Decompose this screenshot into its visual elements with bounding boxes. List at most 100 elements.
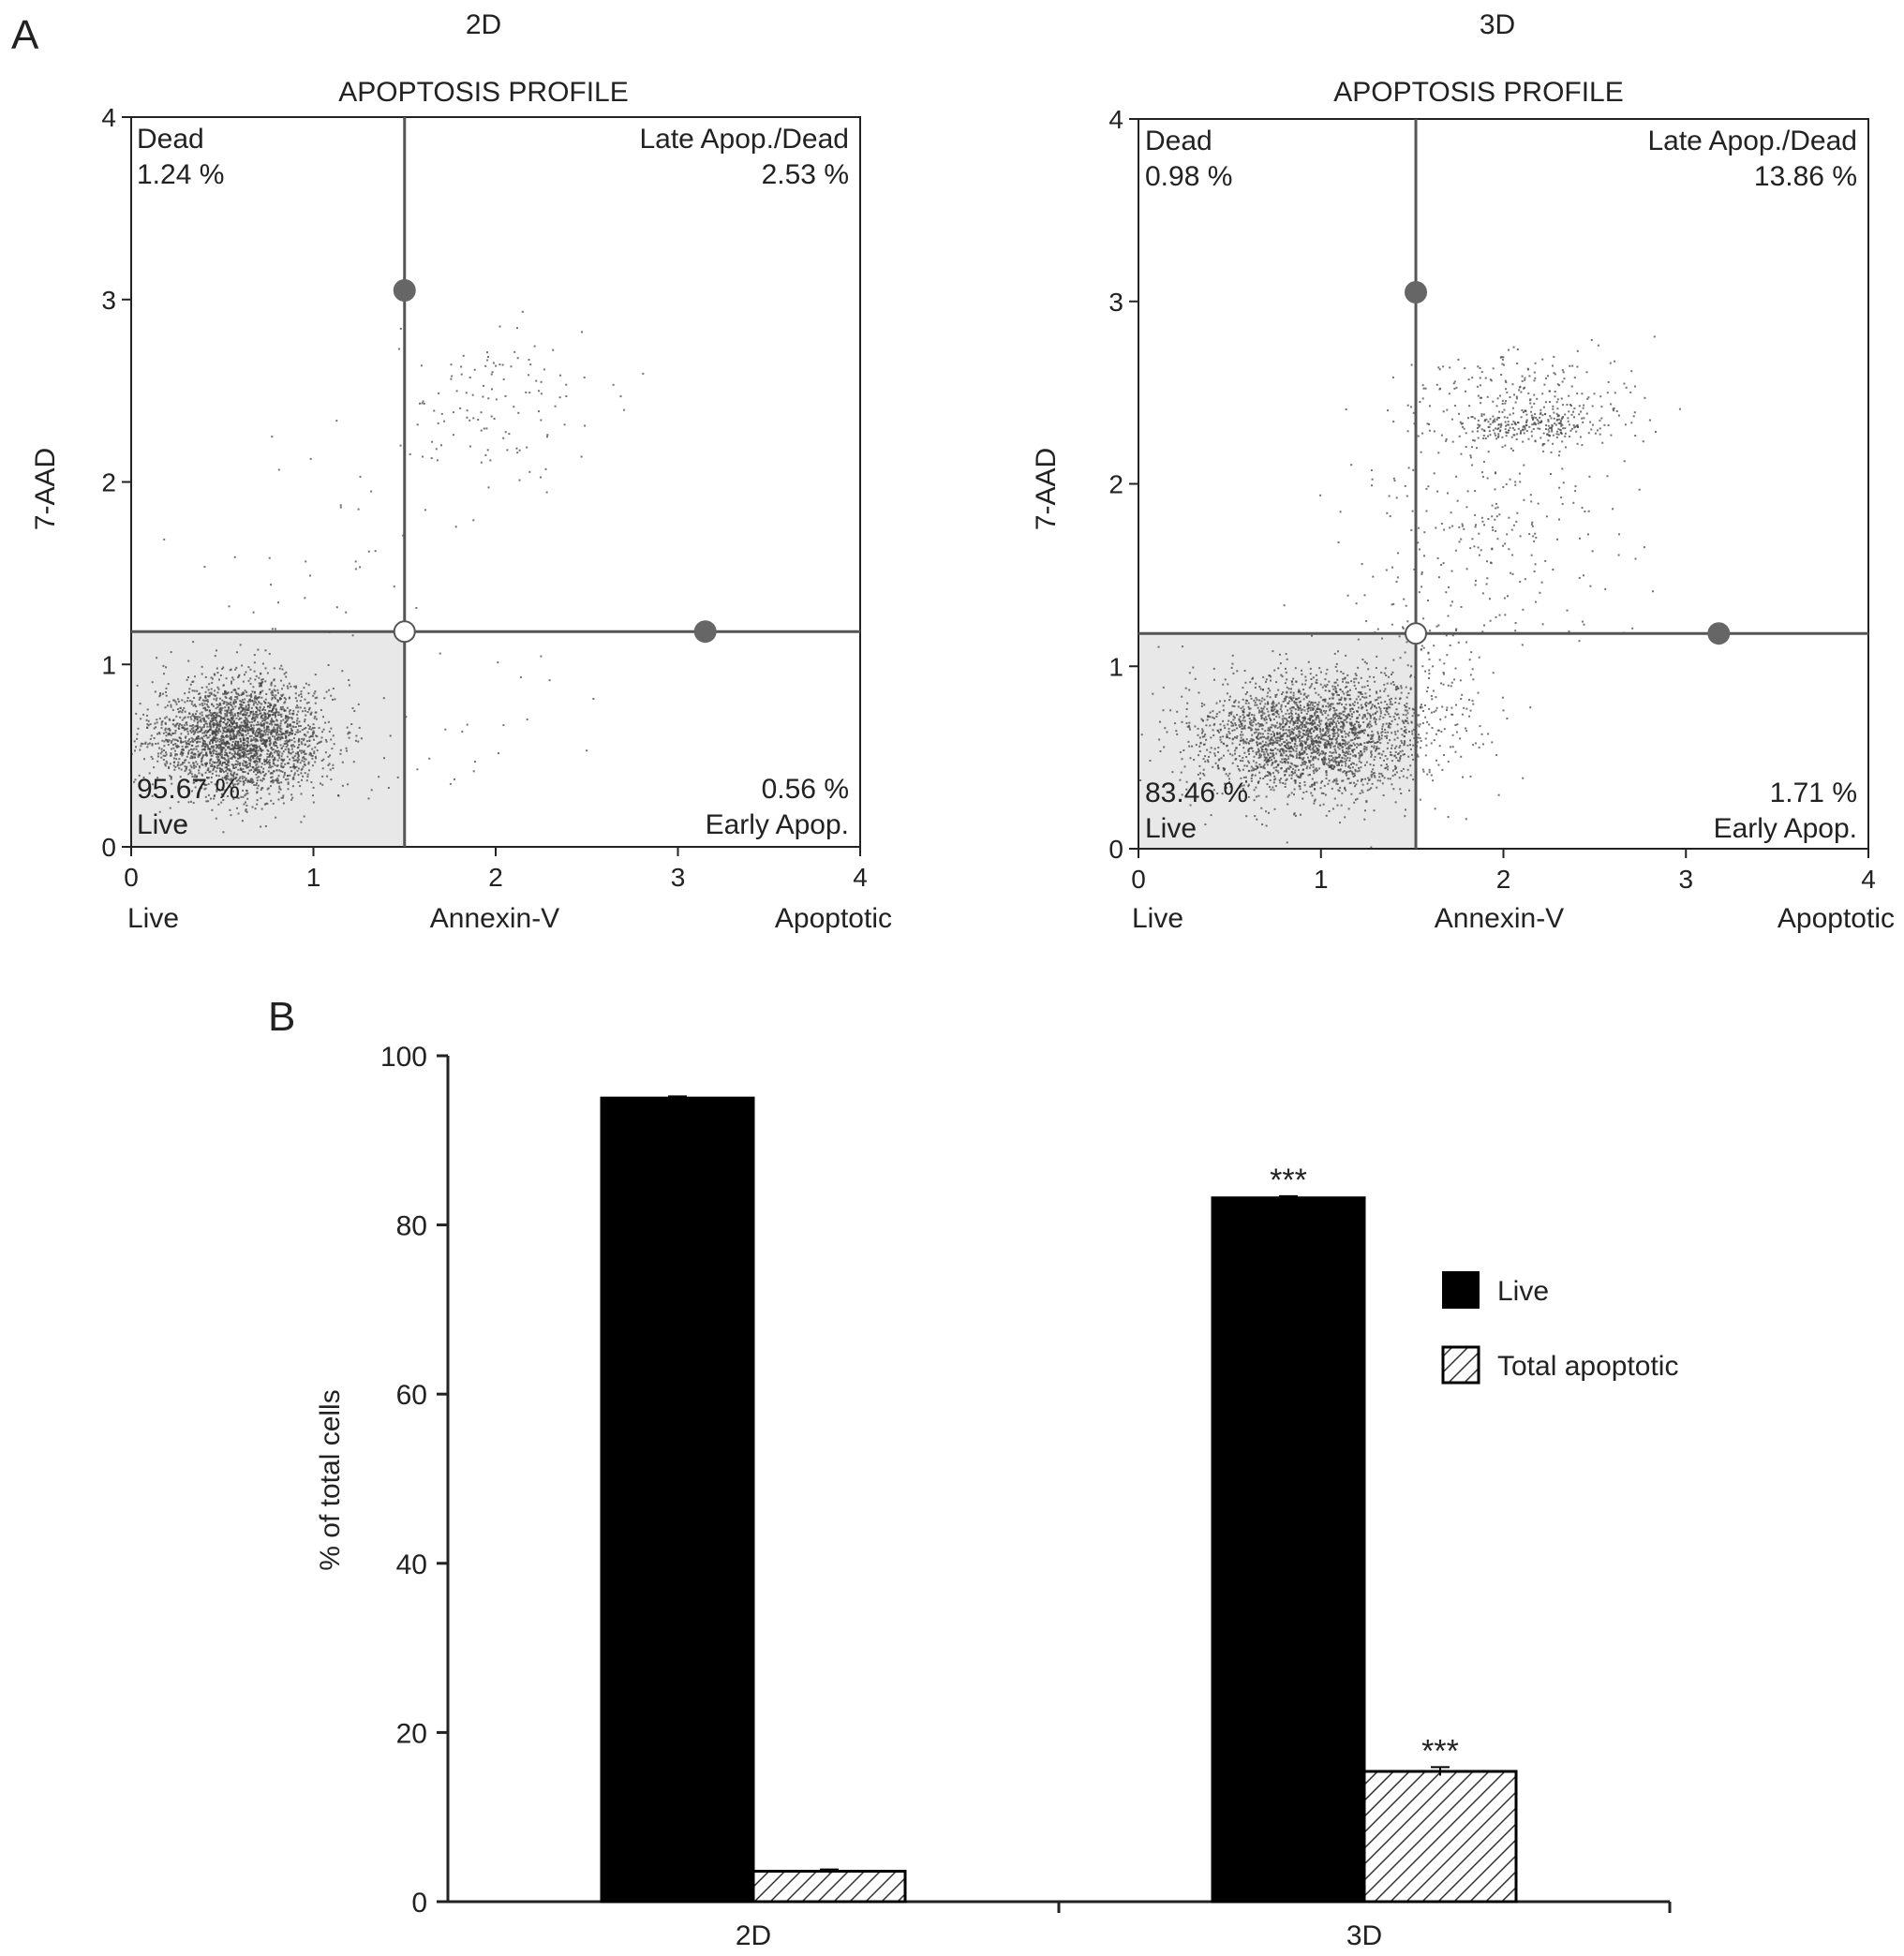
event-dot — [1303, 734, 1306, 735]
event-dot — [232, 726, 235, 728]
event-dot — [1391, 703, 1393, 705]
event-dot — [1399, 745, 1402, 748]
event-dot — [1332, 735, 1334, 738]
event-dot — [272, 714, 275, 716]
event-dot — [1201, 728, 1204, 731]
event-dot — [228, 724, 231, 727]
event-dot — [221, 762, 224, 764]
event-dot — [275, 719, 278, 721]
event-dot — [283, 743, 286, 745]
event-dot — [289, 712, 291, 715]
event-dot — [204, 746, 207, 748]
event-dot — [1258, 763, 1261, 765]
event-dot — [247, 766, 249, 768]
event-dot — [226, 692, 229, 694]
event-dot — [1332, 719, 1335, 721]
event-dot — [1197, 727, 1199, 730]
event-dot — [274, 735, 275, 738]
event-dot — [1342, 673, 1345, 674]
event-dot — [1319, 722, 1322, 725]
event-dot — [1294, 781, 1297, 784]
event-dot — [133, 740, 136, 743]
event-dot — [1264, 744, 1267, 746]
event-dot — [207, 777, 210, 779]
event-dot — [293, 721, 296, 724]
event-dot — [232, 778, 235, 780]
event-dot — [1333, 734, 1336, 737]
event-dot — [290, 748, 293, 750]
event-dot — [1213, 748, 1216, 750]
event-dot — [177, 698, 180, 701]
event-dot — [1263, 719, 1266, 721]
event-dot — [1331, 787, 1333, 790]
event-dot — [222, 684, 225, 687]
event-dot — [279, 734, 282, 736]
event-dot — [1307, 718, 1310, 720]
event-dot — [358, 726, 361, 729]
event-dot — [261, 738, 264, 741]
event-dot — [153, 737, 156, 739]
event-dot — [201, 756, 203, 759]
event-dot — [201, 787, 203, 790]
event-dot — [1395, 708, 1398, 711]
event-dot — [1472, 703, 1475, 705]
event-dot — [1206, 719, 1209, 721]
event-dot — [1286, 739, 1288, 742]
event-dot — [260, 765, 262, 768]
event-dot — [226, 781, 229, 784]
event-dot — [221, 699, 224, 702]
event-dot — [136, 684, 139, 687]
event-dot — [245, 724, 247, 727]
event-dot — [255, 767, 258, 770]
event-dot — [244, 698, 246, 701]
event-dot — [316, 749, 319, 752]
event-dot — [221, 739, 224, 742]
event-dot — [290, 739, 293, 742]
event-dot — [1295, 702, 1298, 704]
event-dot — [1361, 693, 1363, 695]
event-dot — [1310, 702, 1313, 704]
event-dot — [276, 781, 279, 784]
event-dot — [187, 659, 190, 662]
event-dot — [469, 445, 471, 448]
event-dot — [202, 717, 205, 719]
event-dot — [1373, 745, 1376, 748]
event-dot — [1300, 813, 1302, 816]
event-dot — [1336, 670, 1339, 673]
event-dot — [1255, 751, 1257, 754]
event-dot — [163, 749, 165, 751]
event-dot — [199, 766, 201, 769]
event-dot — [1255, 762, 1257, 764]
event-dot — [231, 680, 232, 683]
event-dot — [1317, 748, 1320, 751]
event-dot — [213, 736, 216, 739]
event-dot — [203, 763, 206, 765]
event-dot — [1356, 734, 1359, 736]
event-dot — [219, 760, 222, 763]
event-dot — [191, 776, 194, 778]
event-dot — [1350, 744, 1353, 747]
event-dot — [166, 704, 169, 707]
event-dot — [1325, 686, 1328, 688]
event-dot — [422, 455, 424, 458]
event-dot — [260, 779, 263, 782]
event-dot — [216, 758, 219, 761]
event-dot — [155, 726, 157, 729]
event-dot — [214, 765, 216, 768]
event-dot — [190, 736, 193, 739]
event-dot — [1280, 723, 1283, 726]
event-dot — [168, 727, 171, 730]
event-dot — [416, 423, 419, 426]
event-dot — [1358, 767, 1360, 769]
event-dot — [154, 722, 156, 725]
event-dot — [1344, 730, 1346, 733]
event-dot — [1376, 698, 1378, 701]
event-dot — [1203, 743, 1206, 746]
event-dot — [1394, 801, 1397, 804]
event-dot — [219, 746, 221, 748]
event-dot — [203, 740, 206, 743]
event-dot — [277, 736, 279, 739]
event-dot — [260, 736, 262, 739]
event-dot — [1251, 734, 1254, 736]
event-dot — [1231, 662, 1234, 665]
